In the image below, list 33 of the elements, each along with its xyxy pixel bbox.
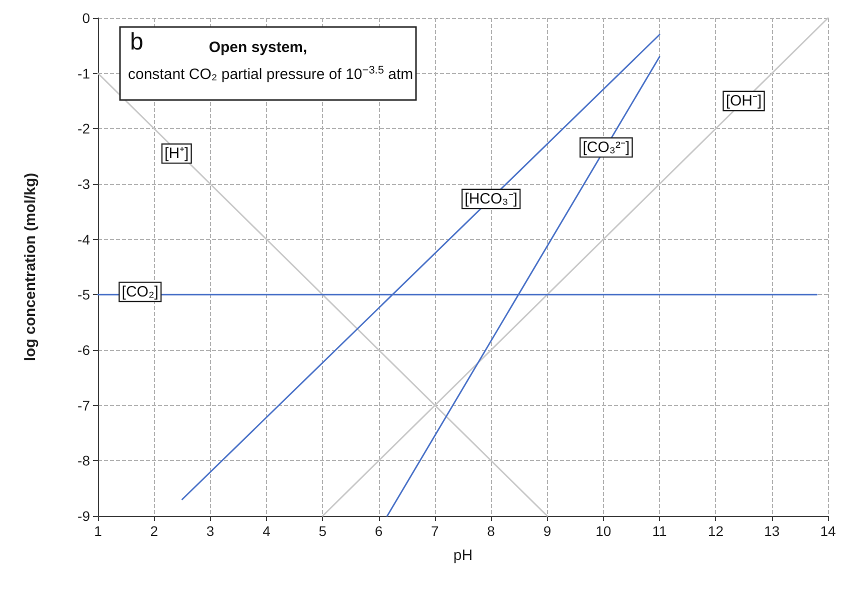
x-tick-label: 6 [374, 523, 383, 539]
x-tick-label: 14 [820, 523, 836, 539]
y-tick-label: -7 [78, 397, 90, 414]
x-tick-label: 5 [318, 523, 327, 539]
y-tick-label: -3 [78, 176, 90, 192]
x-tick-label: 12 [708, 523, 724, 539]
annotation: [OH⁻] [726, 92, 762, 110]
x-tick-label: 11 [652, 523, 668, 539]
y-tick-label: -2 [78, 120, 90, 137]
annotation: b [130, 28, 144, 56]
x-axis-title: pH [453, 547, 473, 564]
x-tick-label: 1 [94, 523, 102, 539]
x-tick-label: 7 [431, 523, 440, 539]
y-tick-label: 0 [82, 10, 90, 26]
y-tick-label: -1 [78, 65, 90, 82]
x-tick-label: 13 [764, 523, 780, 539]
x-tick-label: 9 [543, 523, 552, 539]
annotation: [CO₃²⁻] [582, 138, 630, 156]
x-tick-label: 2 [150, 523, 158, 539]
y-tick-label: -5 [78, 286, 90, 303]
y-tick-label: -8 [78, 452, 90, 469]
x-tick-label: 8 [487, 523, 496, 539]
annotation: [CO₂] [122, 283, 158, 300]
y-axis-title: log concentration (mol/kg) [22, 172, 39, 362]
y-tick-label: -6 [78, 342, 90, 358]
annotation: [H⁺] [164, 145, 189, 162]
text: Open system, [208, 39, 308, 56]
y-tick-label: -9 [78, 508, 90, 524]
x-tick-label: 3 [206, 523, 214, 539]
annotation: [HCO₃⁻] [464, 190, 518, 208]
x-tick-label: 4 [262, 523, 271, 539]
x-tick-label: 10 [596, 523, 612, 539]
y-tick-label: -4 [78, 231, 90, 248]
